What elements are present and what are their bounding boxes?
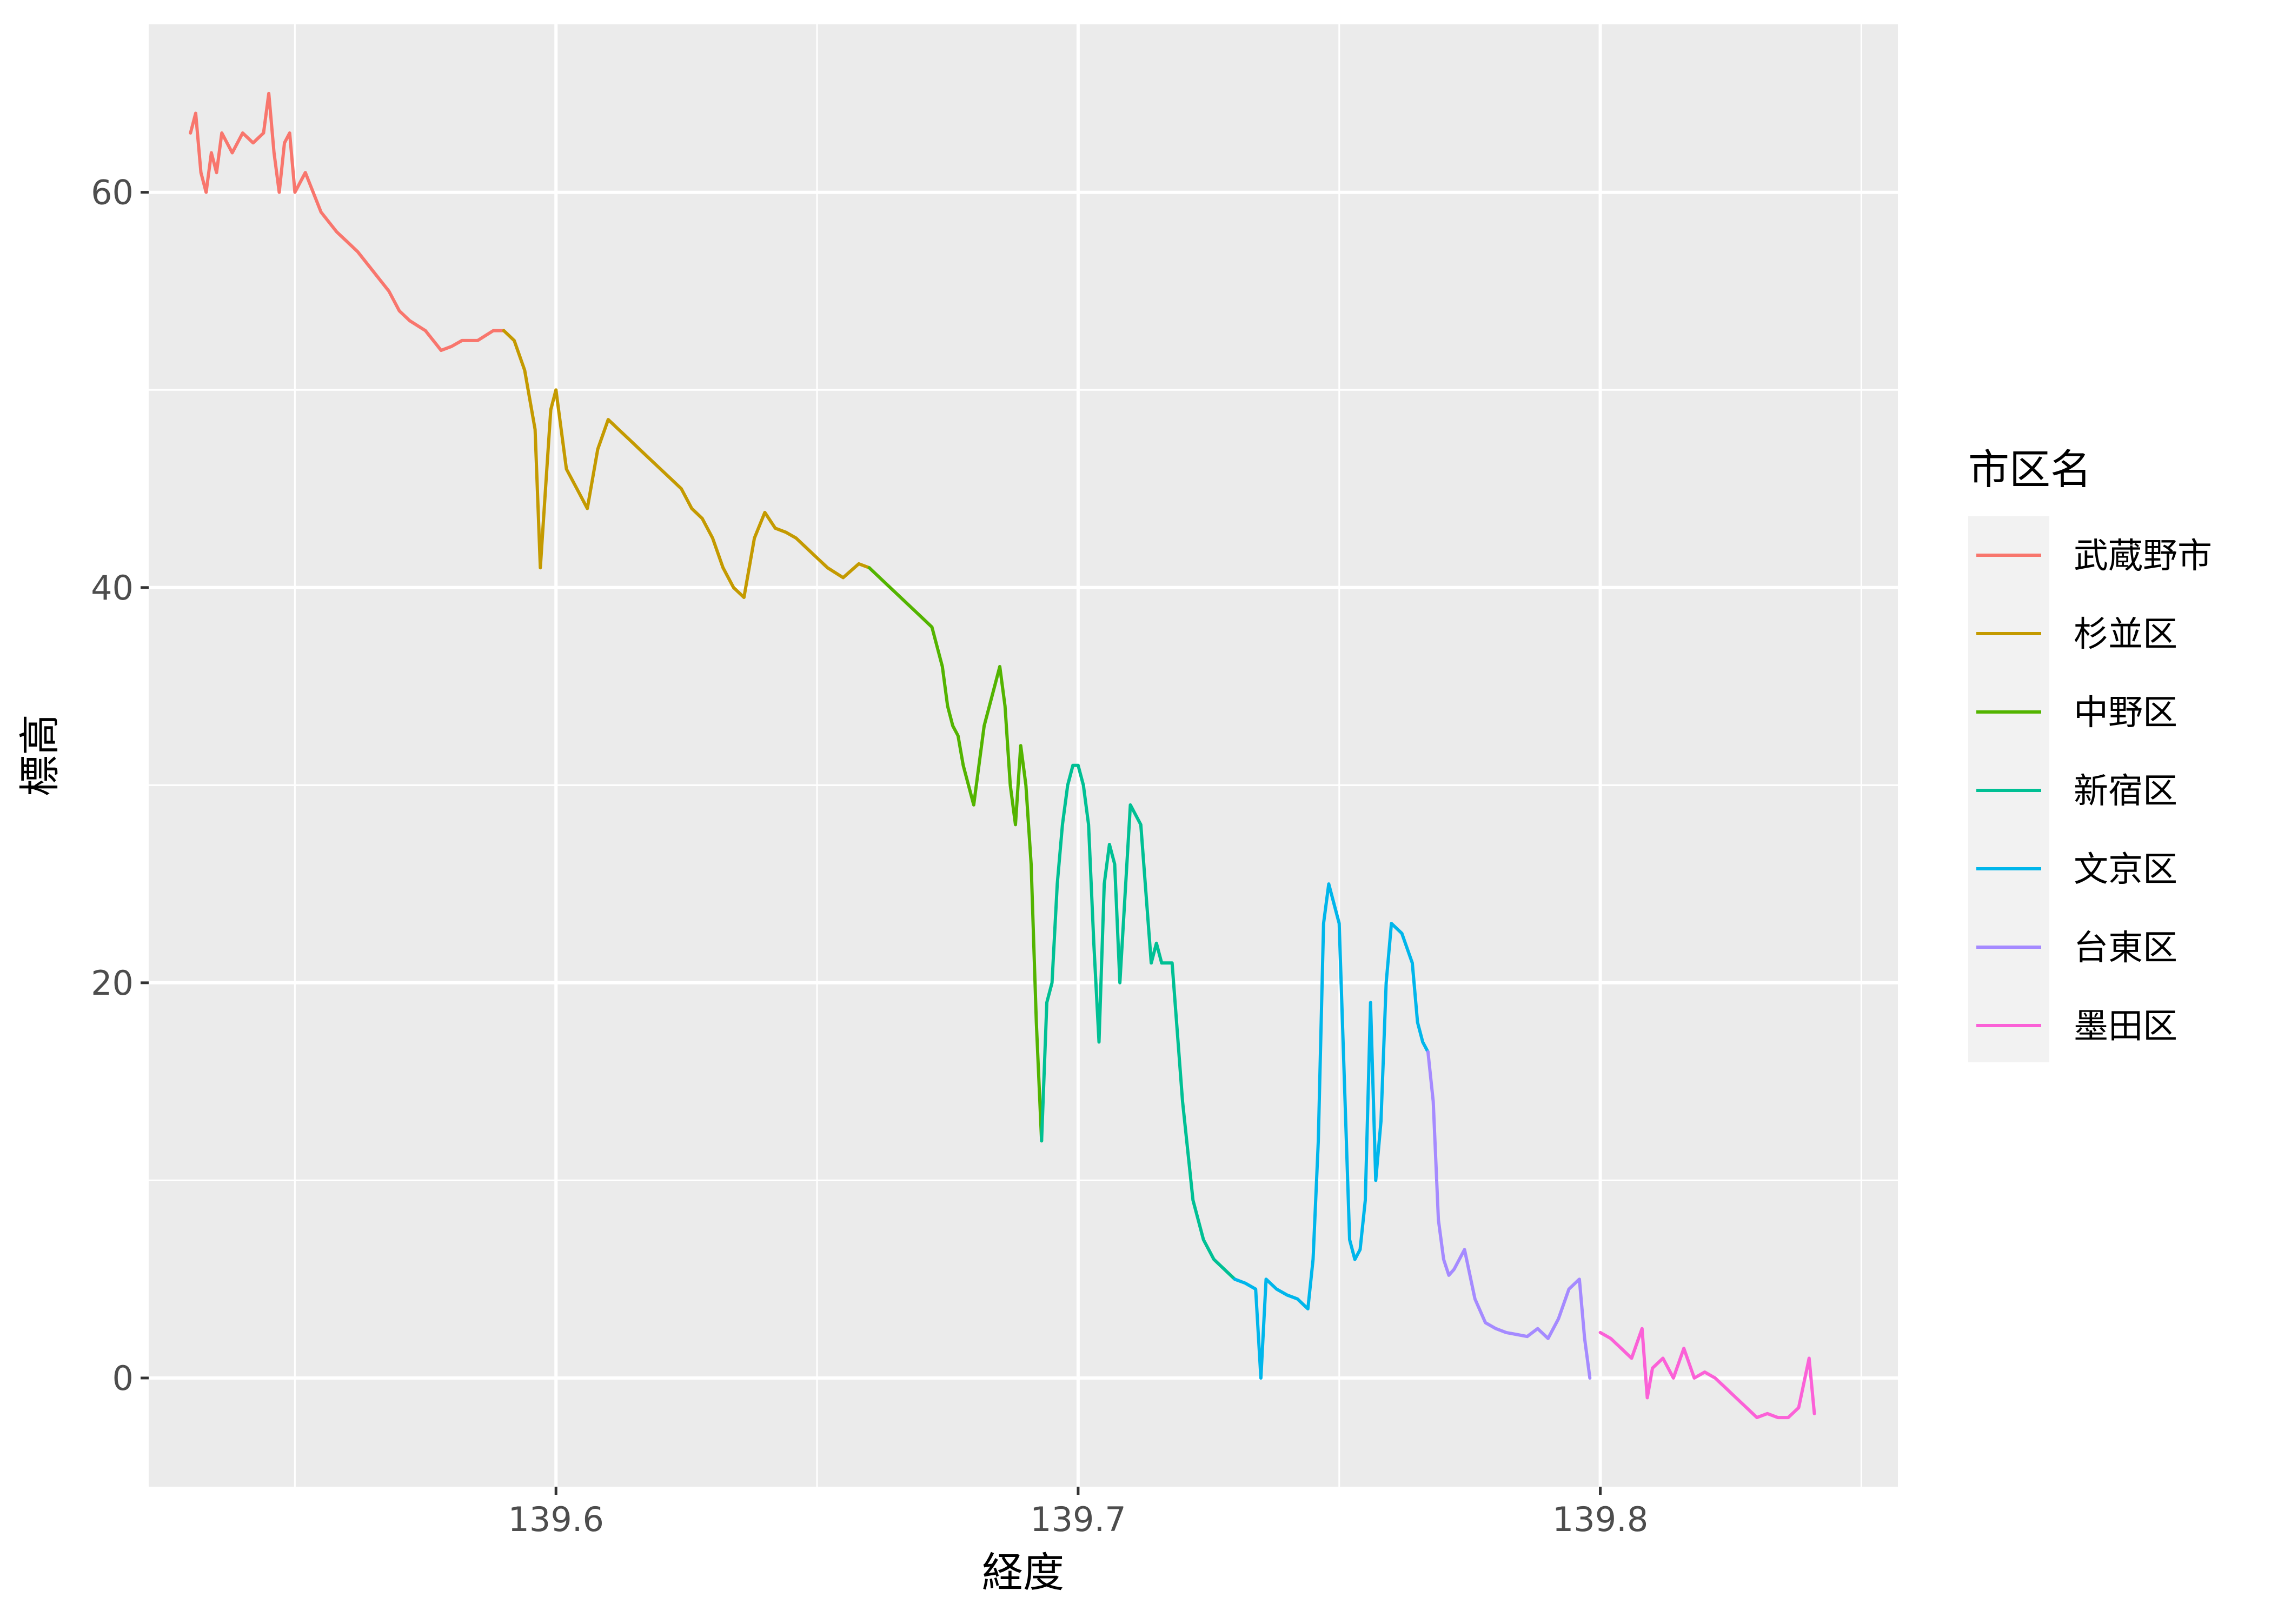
legend-label: 武蔵野市 [2074,536,2212,576]
y-tick-label: 20 [91,963,134,1003]
legend-label: 中野区 [2074,693,2177,733]
series-line-4 [1040,763,1237,1281]
y-tick-label: 0 [112,1359,134,1398]
legend-label: 台東区 [2074,928,2177,968]
y-tick-label: 40 [91,568,134,608]
x-axis-title: 経度 [982,1548,1064,1596]
legend-label: 新宿区 [2074,771,2177,811]
x-tick-label: 139.6 [508,1500,604,1539]
legend-label: 文京区 [2074,850,2177,890]
x-axis: 139.6 139.7 139.8 [508,1487,1648,1539]
series-line-6 [1426,1050,1592,1380]
y-tick-label: 60 [91,173,134,212]
series-line-7 [1598,1327,1816,1420]
series-line-2 [502,329,871,600]
series-line-3 [867,566,1044,1143]
minor-gridlines [149,24,1898,1487]
legend-label: 杉並区 [2074,615,2177,655]
major-gridlines [149,24,1898,1487]
legend-title: 市区名 [1968,445,2091,494]
legend-label: 墨田区 [2074,1007,2177,1047]
series-line-1 [189,91,506,352]
series-line-5 [1233,882,1430,1380]
y-axis-title: 標高 [16,714,64,796]
series-layer [189,91,1816,1420]
x-tick-label: 139.8 [1552,1500,1649,1539]
x-tick-label: 139.7 [1030,1500,1126,1539]
y-axis: 0 20 40 60 [91,173,149,1398]
